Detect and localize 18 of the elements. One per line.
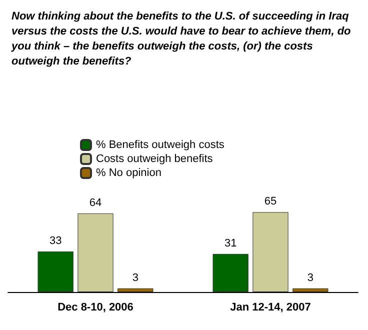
legend-label: Costs outweigh benefits [96, 153, 214, 165]
legend-label: % No opinion [96, 167, 162, 179]
bar [252, 212, 288, 292]
data-label: 3 [307, 272, 314, 284]
bar [78, 213, 114, 292]
data-label: 33 [49, 234, 62, 247]
bar [212, 254, 248, 292]
legend-label: % Benefits outweigh costs [96, 139, 225, 151]
data-label: 31 [224, 237, 237, 250]
bar [38, 251, 74, 292]
data-label: 64 [89, 196, 102, 209]
x-tick-label: Dec 8-10, 2006 [58, 302, 134, 314]
data-label: 3 [132, 272, 138, 284]
bar [292, 288, 328, 292]
chart-title: Now thinking about the benefits to the U.S. of succeeding in Iraq versus the costs the U.S. would have to bear to achieve them, do you think – the benefits outweigh the costs, (or) the costs outweigh the benefits? [10, 10, 354, 68]
data-label: 65 [264, 196, 277, 208]
bar [118, 288, 154, 292]
x-tick-label: Jan 12-14, 2007 [230, 302, 311, 314]
